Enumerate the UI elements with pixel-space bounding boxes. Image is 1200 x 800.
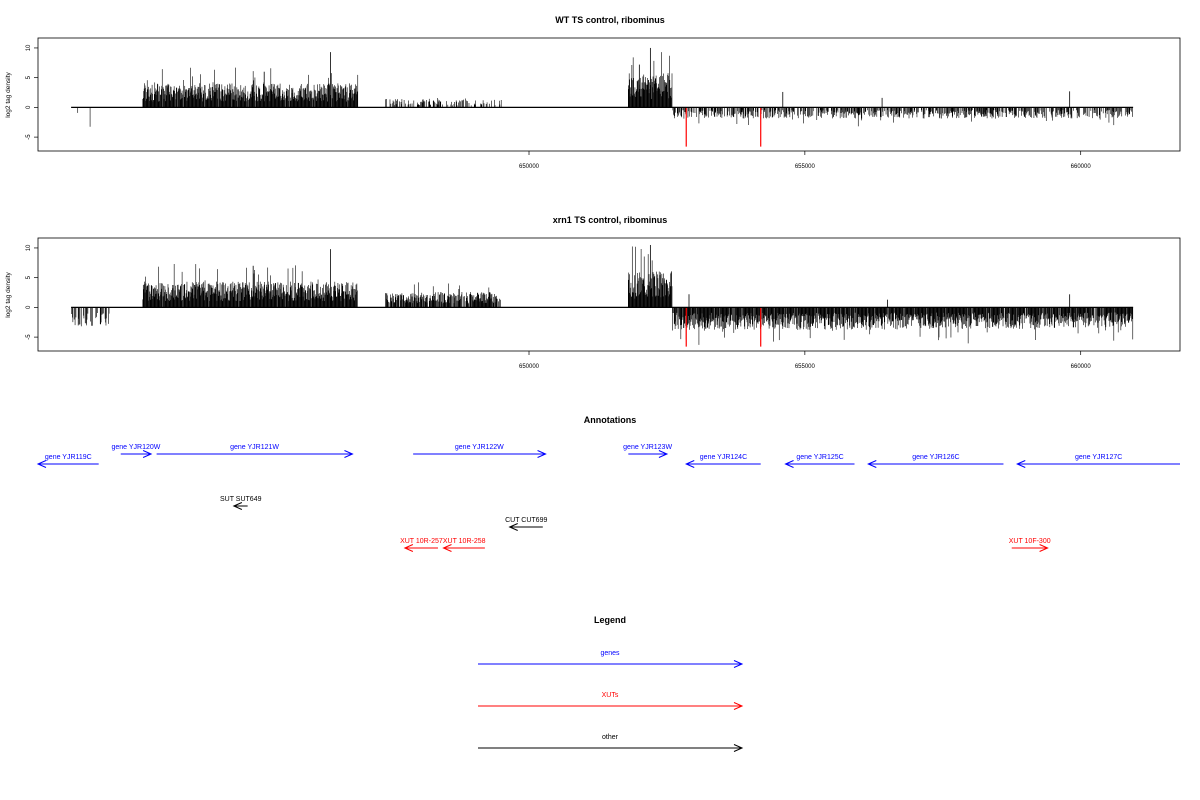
legend-label: XUTs	[602, 692, 619, 699]
y-tick-label: -5	[26, 134, 32, 140]
legend-panel: Legend genes XUTs other	[478, 615, 744, 752]
feature-arrowhead	[232, 502, 243, 510]
wt-bars	[71, 47, 1134, 147]
xrn1-plot-frame	[37, 237, 1181, 352]
legend-arrowhead	[733, 744, 744, 752]
annotation-features: gene YJR119C gene YJR120W gene YJR121W gene…	[36, 444, 1180, 552]
x-tick-label: 650000	[519, 164, 540, 170]
feature-label: gene YJR124C	[700, 454, 747, 461]
feature-label: CUT CUT699	[505, 517, 547, 524]
feature-label: XUT 10F-300	[1009, 538, 1051, 545]
feature-label: XUT 10R-257	[400, 538, 443, 545]
legend-title: Legend	[594, 615, 626, 625]
annotations-title: Annotations	[584, 415, 637, 425]
feature-label: gene YJR122W	[455, 444, 504, 451]
feature-arrowhead	[1039, 544, 1049, 552]
legend-arrowhead	[733, 660, 744, 668]
feature-arrowhead	[684, 460, 695, 468]
feature-arrowhead	[344, 450, 354, 458]
wt-y-axis-title: log2 tag density	[5, 71, 12, 117]
y-tick-label: 0	[26, 305, 32, 309]
x-tick-label: 655000	[795, 364, 816, 370]
legend-label: genes	[600, 650, 620, 657]
feature-label: gene YJR126C	[912, 454, 959, 461]
feature-label: gene YJR119C	[45, 454, 92, 461]
feature-arrowhead	[658, 450, 669, 458]
legend-label: other	[602, 734, 619, 741]
y-tick-label: -5	[26, 334, 32, 340]
feature-arrowhead	[508, 523, 518, 531]
x-tick-label: 655000	[795, 164, 816, 170]
y-tick-label: 5	[26, 275, 32, 279]
feature-arrowhead	[784, 460, 794, 468]
wt-track-title: WT TS control, ribominus	[555, 15, 665, 25]
feature-label: XUT 10R-258	[443, 538, 486, 545]
feature-label: gene YJR121W	[230, 444, 279, 451]
feature-label: gene YJR127C	[1075, 454, 1122, 461]
legend-arrowhead	[733, 702, 744, 710]
x-tick-label: 660000	[1071, 364, 1092, 370]
wt-plot-frame	[37, 37, 1181, 152]
feature-arrowhead	[1016, 460, 1026, 468]
x-tick-label: 660000	[1071, 164, 1092, 170]
x-tick-label: 650000	[519, 364, 540, 370]
y-tick-label: 0	[26, 105, 32, 109]
wt-axes: -5 0 5 10 650000 655000 660000	[26, 44, 1091, 170]
xrn1-axes: -5 0 5 10 650000 655000 660000	[26, 244, 1091, 370]
xrn1-track-title: xrn1 TS control, ribominus	[553, 215, 668, 225]
xrn1-bars	[71, 244, 1134, 347]
wt-density-track: WT TS control, ribominus -5 0 5 10 650000 655…	[5, 15, 1181, 170]
legend-items: genes XUTs other	[478, 650, 744, 752]
feature-label: gene YJR123W	[623, 444, 672, 451]
feature-label: gene YJR120W	[111, 444, 160, 451]
y-tick-label: 10	[26, 244, 32, 251]
feature-arrowhead	[442, 544, 452, 552]
feature-label: SUT SUT649	[220, 496, 262, 503]
feature-arrowhead	[537, 450, 547, 458]
xrn1-y-axis-title: log2 tag density	[5, 271, 12, 317]
feature-arrowhead	[36, 460, 47, 468]
xrn1-density-track: xrn1 TS control, ribominus -5 0 5 10 650000 6…	[5, 215, 1181, 370]
y-tick-label: 10	[26, 44, 32, 51]
feature-arrowhead	[403, 544, 414, 552]
feature-arrowhead	[867, 460, 877, 468]
y-tick-label: 5	[26, 75, 32, 79]
feature-arrowhead	[142, 450, 153, 458]
feature-label: gene YJR125C	[796, 454, 843, 461]
